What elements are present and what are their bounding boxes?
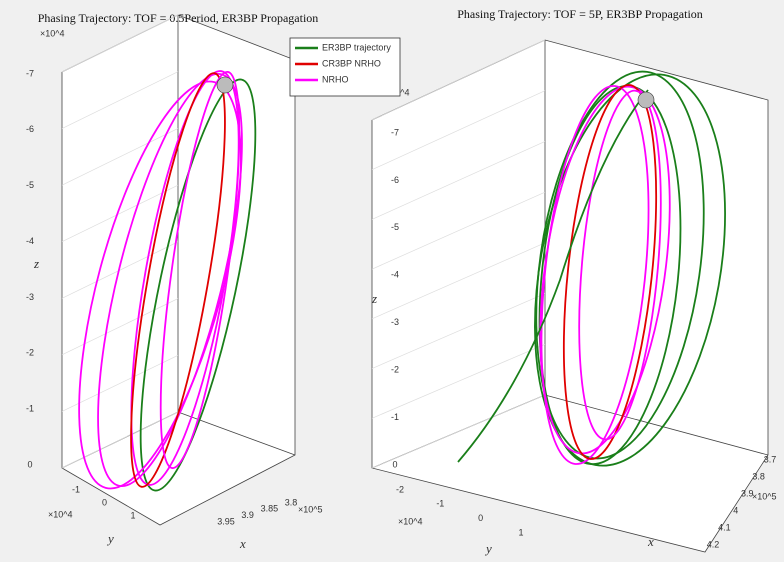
z-tick-label: -7 xyxy=(26,68,34,78)
z-tick-label: -3 xyxy=(26,292,34,302)
legend-label: ER3BP trajectory xyxy=(322,42,391,52)
grid-line xyxy=(371,90,546,171)
grid-line xyxy=(61,71,179,129)
grid-line xyxy=(371,343,546,419)
x-axis-label: x xyxy=(647,534,654,549)
z-tick-label: -6 xyxy=(391,175,399,185)
x-tick-label: 3.9 xyxy=(741,488,754,498)
legend: ER3BP trajectory CR3BP NRHO NRHO xyxy=(289,37,401,97)
z-axis-label: z xyxy=(33,256,39,271)
trajectory xyxy=(130,72,226,488)
trajectories xyxy=(457,70,726,467)
legend-label: NRHO xyxy=(322,74,349,84)
grid-line xyxy=(371,191,546,270)
z-tick-label: -1 xyxy=(26,404,34,414)
y-tick-label: 1 xyxy=(518,527,523,537)
x-tick-label: 3.8 xyxy=(752,471,765,481)
y-tick-label: 0 xyxy=(478,513,483,523)
z-tick-label: -3 xyxy=(391,317,399,327)
grid-line xyxy=(371,242,546,320)
x-exponent: ×10^5 xyxy=(752,491,777,501)
z-tick-label: -6 xyxy=(26,124,34,134)
y-exponent: ×10^4 xyxy=(398,516,423,526)
grid-line xyxy=(371,293,546,369)
z-tick-label: -2 xyxy=(26,348,34,358)
grid-line xyxy=(61,241,179,299)
grid-line xyxy=(371,394,546,469)
y-tick-label: 1 xyxy=(130,510,135,520)
z-tick-label: -5 xyxy=(26,180,34,190)
grid-line xyxy=(61,298,179,356)
moon xyxy=(637,91,655,109)
x-tick-label: 3.8 xyxy=(285,497,298,507)
grid-line xyxy=(61,128,179,186)
chart-title: Phasing Trajectory: TOF = 0.5Period, ER3… xyxy=(38,11,319,25)
chart-title: Phasing Trajectory: TOF = 5P, ER3BP Prop… xyxy=(457,7,703,21)
grid-line xyxy=(61,411,179,469)
grid-line xyxy=(61,354,179,412)
trajectory xyxy=(534,73,726,467)
grid-line xyxy=(371,141,546,220)
axes-box xyxy=(544,394,769,456)
trajectories xyxy=(78,70,257,492)
y-tick-label: -1 xyxy=(72,484,80,494)
z-tick-label: -7 xyxy=(391,127,399,137)
x-tick-label: 4.2 xyxy=(707,539,720,549)
z-exponent: ×10^4 xyxy=(40,28,65,38)
y-axis-label: y xyxy=(484,541,492,556)
x-tick-label: 3.9 xyxy=(241,510,254,520)
x-tick-label: 4.1 xyxy=(718,522,731,532)
y-exponent: ×10^4 xyxy=(48,509,73,519)
trajectory xyxy=(578,89,662,441)
moon xyxy=(216,76,234,94)
y-tick-label: 0 xyxy=(102,497,107,507)
x-exponent: ×10^5 xyxy=(298,504,323,514)
trajectory xyxy=(539,85,671,455)
x-tick-label: 3.95 xyxy=(217,516,235,526)
z-axis-label: z xyxy=(371,291,377,306)
trajectory xyxy=(139,78,257,492)
trajectory xyxy=(562,84,658,460)
trajectory xyxy=(78,80,242,490)
z-tick-label: -2 xyxy=(391,365,399,375)
z-tick-label: -4 xyxy=(391,270,399,280)
grid-line xyxy=(61,14,179,73)
z-tick-label: -4 xyxy=(26,236,34,246)
x-tick-label: 3.85 xyxy=(261,504,279,514)
z-tick-label: -5 xyxy=(391,222,399,232)
y-tick-label: -2 xyxy=(396,484,404,494)
z-tick-label: -1 xyxy=(391,412,399,422)
z-tick-label: 0 xyxy=(392,459,397,469)
z-tick-label: 0 xyxy=(27,459,32,469)
y-tick-label: -1 xyxy=(436,499,444,509)
grid-line xyxy=(371,39,546,121)
trajectory xyxy=(159,71,241,469)
y-axis-label: y xyxy=(106,531,114,546)
axes-area xyxy=(62,15,295,525)
legend-label: CR3BP NRHO xyxy=(322,58,381,68)
x-tick-label: 4 xyxy=(733,505,738,515)
grid-line xyxy=(61,184,179,243)
trajectory xyxy=(457,89,649,463)
x-axis-label: x xyxy=(239,536,246,551)
x-tick-label: 3.7 xyxy=(764,454,777,464)
